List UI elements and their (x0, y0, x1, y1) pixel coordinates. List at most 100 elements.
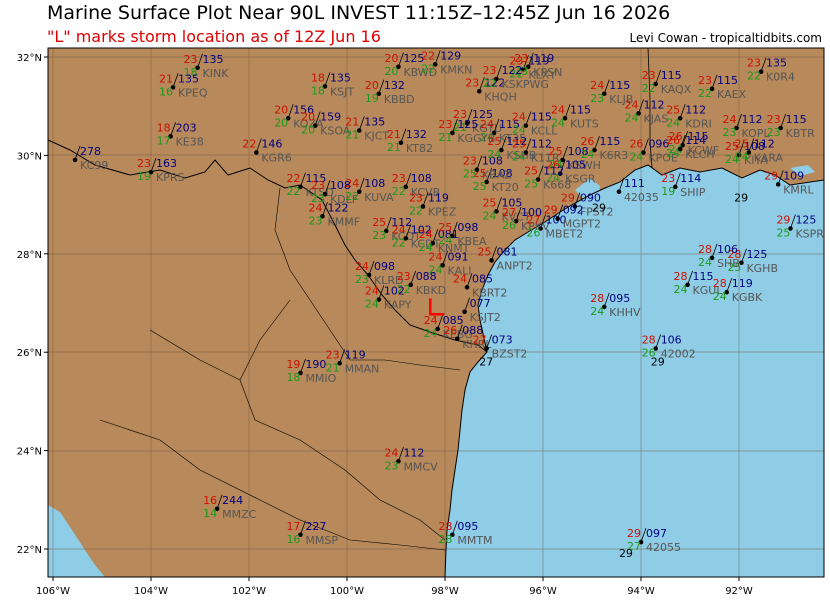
dewpoint-label: 22 (642, 82, 656, 95)
station-dot (450, 233, 455, 239)
page-title: Marine Surface Plot Near 90L INVEST 11:1… (47, 2, 671, 24)
storm-layer (429, 298, 445, 316)
lon-tick-label: 96°W (529, 586, 557, 597)
station-id-label: KT35 (499, 132, 526, 145)
temperature-label: 25 (487, 135, 501, 148)
temperature-label: 20 (384, 52, 398, 65)
dewpoint-label: 24 (424, 327, 438, 340)
temperature-label: 26 (443, 324, 457, 337)
temperature-label: 24 (345, 177, 359, 190)
station-dot (477, 89, 482, 94)
pressure-label: 111 (624, 177, 645, 190)
temperature-label: 23 (311, 179, 325, 192)
wind-barb (564, 104, 571, 119)
temperature-label: 24 (512, 111, 526, 124)
pressure-label: 203 (176, 121, 197, 134)
pressure-label: 244 (222, 494, 243, 507)
wind-barb (603, 292, 610, 308)
dewpoint-label: 24 (629, 151, 643, 164)
station-id-label: KDLF (330, 193, 358, 206)
temperature-label: 23 (438, 118, 452, 131)
storm-location-marker (429, 298, 445, 316)
dewpoint-label: 24 (666, 147, 680, 160)
dewpoint-label: 21 (453, 121, 467, 134)
wind-barb (540, 214, 546, 229)
station-dot (778, 125, 783, 131)
station-id-label: KC99 (80, 159, 108, 172)
wind-barb (451, 118, 458, 134)
wind-barb (682, 131, 689, 146)
dewpoint-label: 22 (482, 77, 496, 90)
dewpoint-label: 26 (527, 227, 541, 240)
station-dot (440, 262, 445, 268)
wind-barb (679, 104, 686, 119)
wind-barb (150, 158, 157, 173)
buoy-temperature-label: 29 (651, 356, 665, 369)
wind-barb (322, 202, 328, 217)
dewpoint-label: 22 (698, 87, 712, 100)
temperature-label: 24 (419, 228, 433, 241)
dewpoint-label: 20 (301, 124, 315, 137)
station-id-label: KMRL (783, 183, 814, 196)
station-id-label: FPST2 (580, 205, 614, 218)
station-id-label: KCLL (531, 125, 558, 138)
station-id-label: KJCT (364, 130, 389, 143)
wind-barb (432, 229, 439, 244)
dewpoint-label: 22 (509, 67, 523, 80)
station-dot (736, 152, 742, 158)
station-dot (758, 69, 764, 74)
wind-barb (476, 155, 483, 170)
station-dot (489, 258, 494, 263)
temperature-label: 25 (666, 103, 680, 116)
temperature-label: 24 (424, 314, 438, 327)
wind-barb (618, 177, 625, 192)
wind-barb (594, 135, 600, 151)
station-id-label: KUTS (570, 117, 599, 130)
station-dot (398, 140, 404, 146)
temperature-label: 23 (184, 53, 198, 66)
pressure-label: 163 (156, 157, 177, 170)
temperature-label: 26 (546, 159, 560, 172)
station-dot (673, 184, 678, 190)
pressure-label: 112 (754, 138, 775, 151)
temperature-label: 24 (480, 118, 494, 131)
station-dot (462, 309, 467, 315)
station-id-label: KMKN (440, 63, 472, 76)
wind-barb (451, 221, 458, 236)
station-dot (592, 147, 597, 153)
coastline (444, 164, 824, 577)
pressure-label: 146 (261, 138, 282, 151)
wind-barb (711, 74, 718, 89)
station-id-label: KBEA (457, 235, 487, 248)
wind-barb (525, 138, 532, 153)
dewpoint-label: 24 (512, 151, 526, 164)
pressure-label: 109 (783, 169, 804, 182)
dewpoint-label: 24 (480, 131, 494, 144)
dewpoint-label: 21 (387, 141, 401, 154)
temperature-label: 29 (561, 191, 575, 204)
station-id-label: 42002 (661, 348, 696, 361)
dewpoint-label: 18 (311, 84, 325, 97)
lon-tick-label: 98°W (431, 586, 459, 597)
pressure-label: 132 (384, 79, 405, 92)
temperature-label: 25 (372, 216, 386, 229)
pressure-label: 106 (661, 334, 682, 347)
lat-tick-label: 32°N (17, 53, 42, 64)
station-dot (484, 346, 489, 351)
temperature-label: 17 (286, 520, 300, 533)
station-dot (396, 458, 401, 464)
wind-barb (456, 324, 463, 339)
temperature-label: 24 (384, 446, 398, 459)
dewpoint-label: 24 (625, 111, 639, 124)
